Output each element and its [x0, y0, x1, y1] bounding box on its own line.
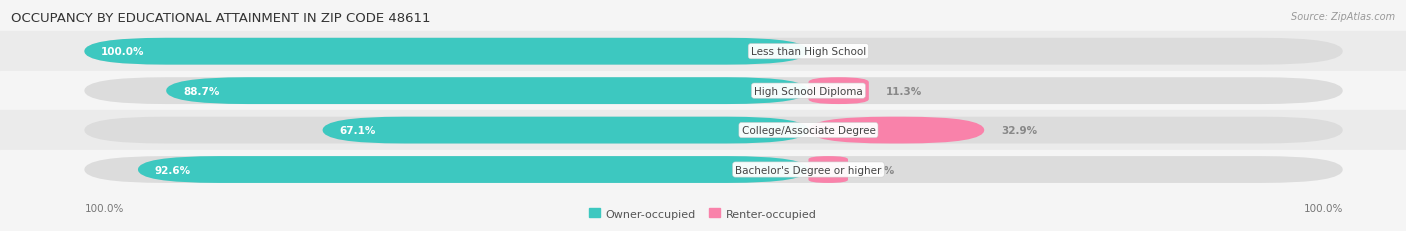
Text: Source: ZipAtlas.com: Source: ZipAtlas.com	[1291, 12, 1395, 21]
Text: 7.4%: 7.4%	[865, 165, 894, 175]
Bar	[0, 72, 1406, 111]
Legend: Owner-occupied, Renter-occupied: Owner-occupied, Renter-occupied	[585, 204, 821, 223]
Text: High School Diploma: High School Diploma	[754, 86, 863, 96]
FancyBboxPatch shape	[808, 78, 869, 105]
FancyBboxPatch shape	[808, 156, 848, 183]
Bar	[0, 150, 1406, 189]
FancyBboxPatch shape	[84, 117, 1343, 144]
FancyBboxPatch shape	[84, 39, 808, 65]
FancyBboxPatch shape	[138, 156, 808, 183]
Text: OCCUPANCY BY EDUCATIONAL ATTAINMENT IN ZIP CODE 48611: OCCUPANCY BY EDUCATIONAL ATTAINMENT IN Z…	[11, 12, 430, 24]
FancyBboxPatch shape	[166, 78, 808, 105]
FancyBboxPatch shape	[84, 39, 1343, 65]
Text: 88.7%: 88.7%	[183, 86, 219, 96]
Text: 11.3%: 11.3%	[886, 86, 922, 96]
Text: Less than High School: Less than High School	[751, 47, 866, 57]
Text: 67.1%: 67.1%	[339, 125, 375, 136]
FancyBboxPatch shape	[808, 117, 984, 144]
Text: 92.6%: 92.6%	[155, 165, 191, 175]
FancyBboxPatch shape	[322, 117, 808, 144]
FancyBboxPatch shape	[84, 78, 1343, 105]
Text: College/Associate Degree: College/Associate Degree	[741, 125, 876, 136]
Bar	[0, 32, 1406, 72]
Text: Bachelor's Degree or higher: Bachelor's Degree or higher	[735, 165, 882, 175]
Text: 100.0%: 100.0%	[101, 47, 145, 57]
Text: 100.0%: 100.0%	[1303, 203, 1343, 213]
FancyBboxPatch shape	[84, 156, 1343, 183]
Text: 100.0%: 100.0%	[84, 203, 124, 213]
Text: 32.9%: 32.9%	[1001, 125, 1038, 136]
Bar	[0, 111, 1406, 150]
